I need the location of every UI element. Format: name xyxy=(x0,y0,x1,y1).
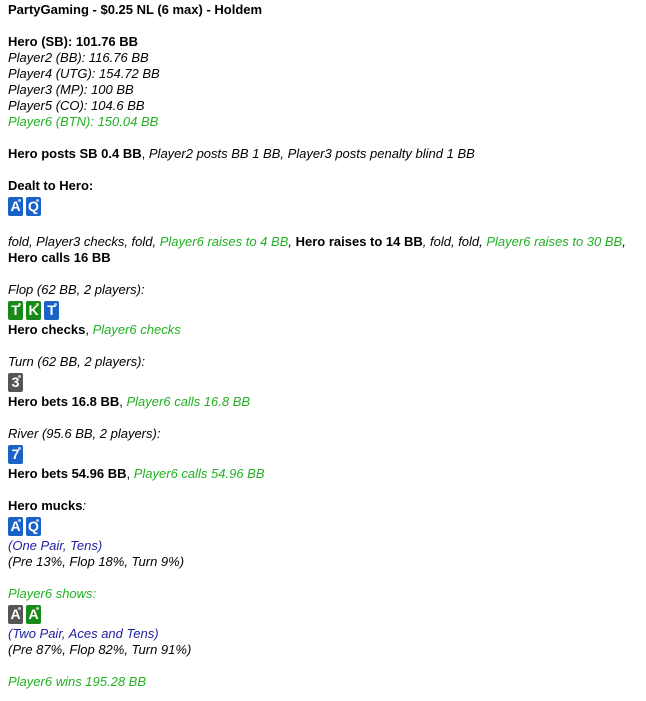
action-text: Hero raises to 14 BB xyxy=(295,234,423,249)
spacer xyxy=(8,266,638,282)
player-list: Hero (SB): 101.76 BB Player2 (BB): 116.76… xyxy=(8,34,638,130)
spacer xyxy=(8,482,638,498)
player-stack: Player3 (MP): 100 BB xyxy=(8,82,134,97)
action-line: Flop (62 BB, 2 players): xyxy=(8,282,638,298)
spacer xyxy=(8,410,638,426)
action-text: (One Pair, Tens) xyxy=(8,538,103,553)
playing-card-diamonds: Q xyxy=(26,516,41,536)
playing-card-diamonds: Q xyxy=(26,196,41,216)
action-line: Player6 shows: xyxy=(8,586,638,602)
action-text: : xyxy=(82,498,87,513)
action-line: Dealt to Hero: xyxy=(8,178,638,194)
playing-card-clubs: A xyxy=(26,604,41,624)
spacer xyxy=(8,130,638,146)
playing-card-diamonds: 7 xyxy=(8,444,23,464)
action-line: Hero checks, Player6 checks xyxy=(8,322,638,338)
action-text: fold, Player3 checks, fold, xyxy=(8,234,160,249)
action-line: fold, Player3 checks, fold, Player6 rais… xyxy=(8,234,638,250)
action-text: , xyxy=(622,234,626,249)
action-line: Hero posts SB 0.4 BB, Player2 posts BB 1… xyxy=(8,146,638,162)
action-text: (Pre 13%, Flop 18%, Turn 9%) xyxy=(8,554,185,569)
action-text: , xyxy=(85,322,93,337)
action-text: Player6 calls 16.8 BB xyxy=(126,394,251,409)
action-text: Hero checks xyxy=(8,322,86,337)
action-text: Hero posts SB 0.4 BB xyxy=(8,146,142,161)
spacer xyxy=(8,570,638,586)
player-stack: Player4 (UTG): 154.72 BB xyxy=(8,66,160,81)
hand-history: PartyGaming - $0.25 NL (6 max) - Holdem … xyxy=(8,2,638,690)
action-line: Hero mucks: xyxy=(8,498,638,514)
action-line: (One Pair, Tens) xyxy=(8,538,638,554)
action-line: (Two Pair, Aces and Tens) xyxy=(8,626,638,642)
action-text: (Two Pair, Aces and Tens) xyxy=(8,626,159,641)
action-log: Hero posts SB 0.4 BB, Player2 posts BB 1… xyxy=(8,130,638,690)
action-text: River (95.6 BB, 2 players): xyxy=(8,426,161,441)
action-text: Dealt to Hero: xyxy=(8,178,94,193)
action-line: Hero calls 16 BB xyxy=(8,250,638,266)
playing-card-clubs: K xyxy=(26,300,41,320)
playing-card-diamonds: A xyxy=(8,196,23,216)
action-text: Player6 shows: xyxy=(8,586,97,601)
spacer xyxy=(8,18,638,34)
action-text: Player2 posts BB 1 BB, Player3 posts pen… xyxy=(148,146,475,161)
spacer xyxy=(8,658,638,674)
playing-card-clubs: T xyxy=(8,300,23,320)
action-text: Hero bets 54.96 BB xyxy=(8,466,127,481)
playing-card-spades: A xyxy=(8,604,23,624)
player-stack: Player2 (BB): 116.76 BB xyxy=(8,50,149,65)
spacer xyxy=(8,338,638,354)
action-line: Hero bets 54.96 BB, Player6 calls 54.96 … xyxy=(8,466,638,482)
action-text: , fold, fold, xyxy=(422,234,487,249)
card-row: 7 xyxy=(8,443,638,465)
card-row: 3 xyxy=(8,371,638,393)
player-stack: Hero (SB): 101.76 BB xyxy=(8,34,139,49)
spacer xyxy=(8,218,638,234)
player-stack: Player6 (BTN): 150.04 BB xyxy=(8,114,159,129)
action-line: Hero bets 16.8 BB, Player6 calls 16.8 BB xyxy=(8,394,638,410)
action-text: Turn (62 BB, 2 players): xyxy=(8,354,146,369)
action-text: (Pre 87%, Flop 82%, Turn 91%) xyxy=(8,642,192,657)
action-text: Hero bets 16.8 BB xyxy=(8,394,120,409)
spacer xyxy=(8,162,638,178)
player-stack: Player5 (CO): 104.6 BB xyxy=(8,98,145,113)
playing-card-spades: 3 xyxy=(8,372,23,392)
action-text: , xyxy=(126,466,134,481)
action-text: Player6 raises to 4 BB xyxy=(159,234,289,249)
action-text: Player6 raises to 30 BB xyxy=(486,234,623,249)
action-text: Player6 calls 54.96 BB xyxy=(133,466,265,481)
action-line: (Pre 87%, Flop 82%, Turn 91%) xyxy=(8,642,638,658)
action-line: (Pre 13%, Flop 18%, Turn 9%) xyxy=(8,554,638,570)
playing-card-diamonds: T xyxy=(44,300,59,320)
action-text: Hero calls 16 BB xyxy=(8,250,111,265)
action-text: , xyxy=(119,394,127,409)
game-title: PartyGaming - $0.25 NL (6 max) - Holdem xyxy=(8,2,263,17)
action-line: Player6 wins 195.28 BB xyxy=(8,674,638,690)
action-text: , xyxy=(288,234,296,249)
playing-card-diamonds: A xyxy=(8,516,23,536)
action-text: Hero mucks xyxy=(8,498,83,513)
action-text: , xyxy=(141,146,149,161)
action-text: Player6 checks xyxy=(92,322,181,337)
action-text: Flop (62 BB, 2 players): xyxy=(8,282,145,297)
action-line: Turn (62 BB, 2 players): xyxy=(8,354,638,370)
action-line: River (95.6 BB, 2 players): xyxy=(8,426,638,442)
action-text: Player6 wins 195.28 BB xyxy=(8,674,147,689)
